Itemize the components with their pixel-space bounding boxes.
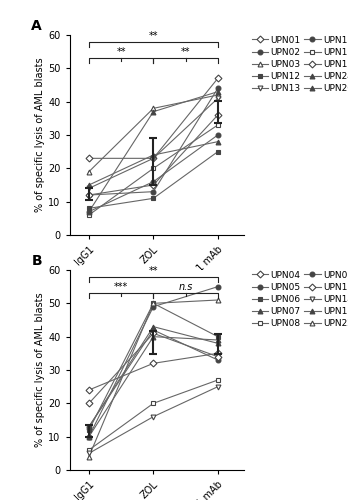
- Text: **: **: [181, 48, 190, 58]
- Y-axis label: % of specific lysis of AML blasts: % of specific lysis of AML blasts: [35, 58, 46, 212]
- Text: ***: ***: [114, 282, 128, 292]
- Text: B: B: [31, 254, 42, 268]
- Text: n.s: n.s: [179, 282, 193, 292]
- Legend: UPN01, UPN02, UPN03, UPN12, UPN13, UPN16, UPN17, UPN19, UPN24, UPN20: UPN01, UPN02, UPN03, UPN12, UPN13, UPN16…: [252, 36, 348, 93]
- Legend: UPN04, UPN05, UPN06, UPN07, UPN08, UPN09, UPN10, UPN14, UPN15, UPN22: UPN04, UPN05, UPN06, UPN07, UPN08, UPN09…: [252, 270, 348, 328]
- Text: **: **: [116, 48, 126, 58]
- Text: A: A: [31, 19, 42, 33]
- Y-axis label: % of specific lysis of AML blasts: % of specific lysis of AML blasts: [35, 292, 46, 448]
- Text: **: **: [149, 30, 158, 40]
- Text: **: **: [149, 266, 158, 276]
